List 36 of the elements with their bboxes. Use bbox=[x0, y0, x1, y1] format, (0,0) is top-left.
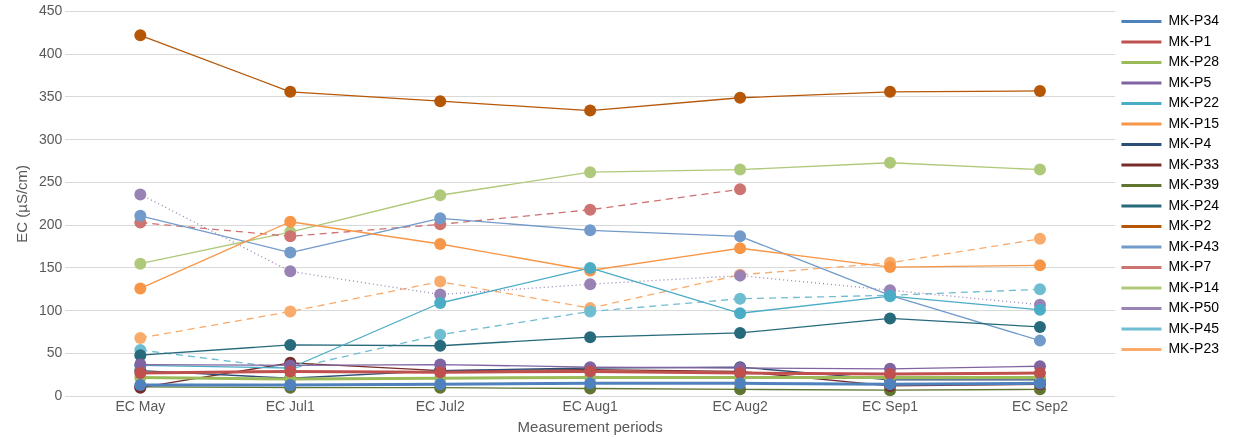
y-tick-label: 0 bbox=[54, 387, 63, 404]
y-tick-label: 150 bbox=[39, 258, 63, 275]
legend-label: MK-P14 bbox=[1168, 278, 1220, 295]
legend-label: MK-P43 bbox=[1168, 237, 1220, 254]
legend-label: MK-P24 bbox=[1168, 196, 1220, 213]
y-tick-label: 200 bbox=[39, 216, 63, 233]
x-tick-label: EC May bbox=[115, 398, 166, 415]
legend-label: MK-P15 bbox=[1168, 114, 1220, 131]
legend-label: MK-P2 bbox=[1168, 217, 1212, 234]
x-tick-label: EC Jul1 bbox=[265, 398, 315, 415]
y-axis-title: EC (µS/cm) bbox=[13, 164, 31, 243]
legend-label: MK-P22 bbox=[1168, 94, 1220, 111]
x-axis-title: Measurement periods bbox=[517, 418, 663, 436]
y-tick-label: 100 bbox=[39, 301, 63, 318]
y-tick-label: 50 bbox=[46, 344, 63, 361]
x-tick-label: EC Sep1 bbox=[862, 398, 919, 415]
legend-label: MK-P33 bbox=[1168, 155, 1220, 172]
legend-label: MK-P28 bbox=[1168, 53, 1220, 70]
legend-label: MK-P45 bbox=[1168, 319, 1220, 336]
y-tick-label: 450 bbox=[39, 2, 63, 19]
legend-label: MK-P34 bbox=[1168, 12, 1220, 29]
y-tick-label: 300 bbox=[39, 130, 63, 147]
legend-label: MK-P1 bbox=[1168, 32, 1212, 49]
y-tick-label: 250 bbox=[39, 173, 63, 190]
x-tick-label: EC Sep2 bbox=[1011, 398, 1069, 415]
legend-label: MK-P5 bbox=[1168, 73, 1212, 90]
legend-label: MK-P50 bbox=[1168, 299, 1220, 316]
legend-label: MK-P39 bbox=[1168, 176, 1220, 193]
x-tick-label: EC Jul2 bbox=[415, 398, 465, 415]
x-tick-label: EC Aug1 bbox=[562, 398, 618, 415]
x-tick-label: EC Aug2 bbox=[712, 398, 768, 415]
legend-label: MK-P23 bbox=[1168, 340, 1220, 357]
y-tick-label: 400 bbox=[39, 45, 63, 62]
legend-label: MK-P4 bbox=[1168, 135, 1212, 152]
y-tick-label: 350 bbox=[39, 87, 63, 104]
legend-label: MK-P7 bbox=[1168, 258, 1212, 275]
